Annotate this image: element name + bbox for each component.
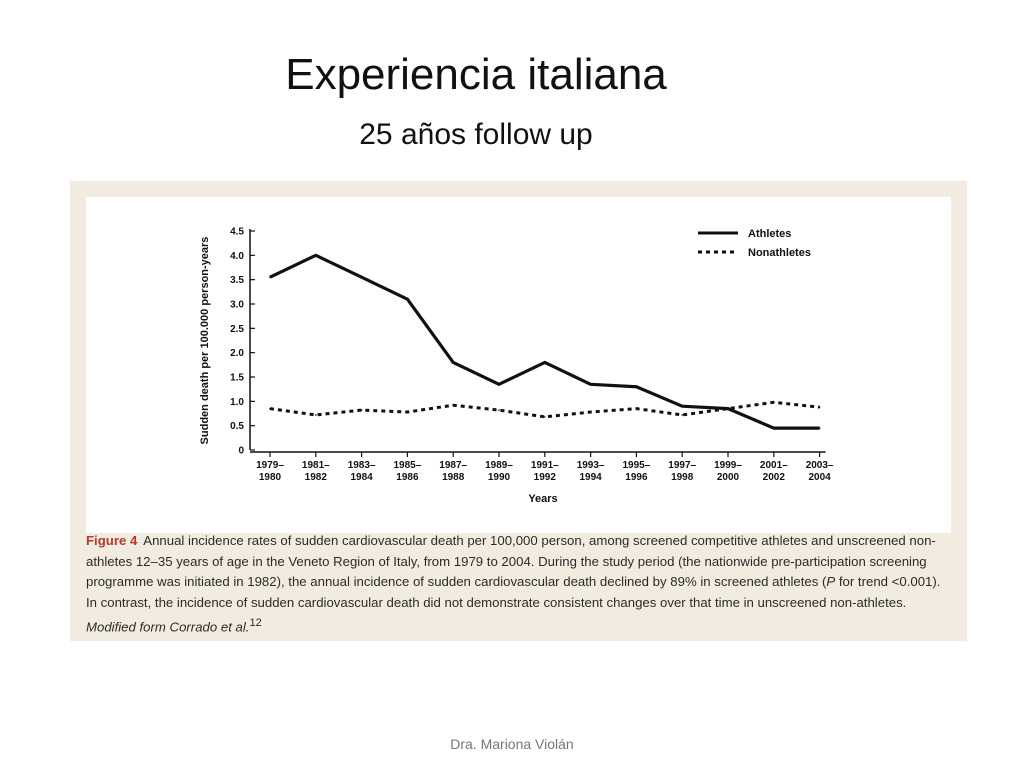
data-point-nonathletes (773, 401, 775, 404)
x-tick-label: 2004 (808, 472, 831, 483)
caption-citation: Modified form Corrado et al. (86, 619, 250, 635)
x-tick-label: 1986 (396, 472, 419, 483)
data-point-athletes (360, 276, 363, 279)
data-point-nonathletes (360, 409, 363, 411)
data-point-athletes (544, 361, 546, 364)
x-tick-label: 1994 (579, 472, 602, 483)
x-tick-label: 2003– (806, 460, 834, 471)
x-tick-label: 1989– (485, 460, 513, 471)
data-point-athletes (406, 298, 409, 300)
data-point-nonathletes (681, 414, 683, 416)
figure-panel: 0 0.5 1.0 1.5 2.0 2.5 3.0 3.5 4.0 4.5 1979– 1980 198… (70, 181, 967, 641)
line-chart: 0 0.5 1.0 1.5 2.0 2.5 3.0 3.5 4.0 4.5 1979–1980 198… (199, 227, 834, 506)
x-tick-label: 1984 (350, 472, 373, 483)
x-tick-label: 1980 (259, 472, 282, 483)
data-point-athletes (773, 427, 775, 429)
caption-p-symbol: P (826, 574, 836, 590)
data-point-athletes (589, 383, 592, 386)
x-axis-title: Years (528, 493, 557, 505)
y-tick-label: 1.0 (230, 397, 244, 408)
chart-area: 0 0.5 1.0 1.5 2.0 2.5 3.0 3.5 4.0 4.5 1979– 1980 198… (86, 197, 951, 533)
data-point-nonathletes (406, 411, 409, 413)
legend-label-nonathletes: Nonathletes (748, 247, 811, 259)
y-tick-label: 3.0 (230, 300, 244, 311)
x-tick-label: 1987– (439, 460, 467, 471)
caption-text-continued: for trend <0.001). In contrast, the inci… (86, 574, 941, 610)
data-point-nonathletes (727, 407, 729, 410)
data-point-athletes (681, 405, 683, 407)
x-tick-label: 1995– (622, 460, 650, 471)
y-tick-label: 0 (238, 446, 244, 457)
footer-author: Dra. Mariona Violán (450, 736, 574, 752)
y-tick-label: 3.5 (230, 275, 244, 286)
x-tick-label: 1999– (714, 460, 742, 471)
data-point-athletes (498, 383, 500, 386)
legend-label-athletes: Athletes (748, 228, 791, 240)
data-point-athletes (452, 361, 455, 364)
x-tick-label: 1990 (488, 472, 511, 483)
series-line-nonathletes (269, 400, 820, 419)
x-tick-label: 1997– (668, 460, 696, 471)
x-tick-label: 2000 (717, 472, 740, 483)
data-point-athletes (269, 276, 271, 279)
y-tick-label: 0.5 (230, 421, 244, 432)
x-tick-label: 1992 (534, 472, 557, 483)
data-point-athletes (635, 385, 638, 388)
x-tick-label: 1983– (348, 460, 376, 471)
series-line-athletes (269, 253, 820, 430)
y-tick-label: 4.0 (230, 251, 244, 262)
x-tick-label: 1979– (256, 460, 284, 471)
y-tick-label: 2.0 (230, 348, 244, 359)
data-point-nonathletes (452, 404, 455, 407)
data-point-nonathletes (818, 406, 821, 408)
data-point-nonathletes (315, 414, 317, 416)
x-tick-label: 2001– (760, 460, 788, 471)
x-tick-label: 1985– (393, 460, 421, 471)
data-point-nonathletes (544, 416, 546, 418)
y-tick-label: 2.5 (230, 324, 244, 335)
x-tick-label: 1988 (442, 472, 465, 483)
data-point-nonathletes (498, 409, 500, 411)
caption-reference: 12 (249, 617, 262, 630)
figure-caption: Figure 4 Annual incidence rates of sudden… (86, 531, 952, 638)
data-point-athletes (818, 427, 821, 429)
x-tick-label: 2002 (763, 472, 786, 483)
x-tick-label: 1981– (302, 460, 330, 471)
x-tick-label: 1993– (577, 460, 605, 471)
data-point-nonathletes (635, 407, 638, 410)
y-axis-title: Sudden death per 100.000 person-years (199, 237, 211, 445)
data-point-nonathletes (269, 407, 271, 410)
x-tick-label: 1998 (671, 472, 694, 483)
y-tick-label: 4.5 (230, 227, 244, 238)
caption-text: Annual incidence rates of sudden cardiov… (86, 533, 936, 590)
figure-label: Figure 4 (86, 533, 138, 548)
data-point-athletes (315, 254, 317, 257)
x-tick-label: 1982 (305, 472, 328, 483)
slide-title: Experiencia italiana (285, 50, 667, 99)
slide-subtitle: 25 años follow up (359, 118, 593, 151)
x-tick-label: 1996 (625, 472, 648, 483)
data-point-nonathletes (589, 411, 592, 413)
y-tick-label: 1.5 (230, 373, 244, 384)
x-tick-label: 1991– (531, 460, 559, 471)
